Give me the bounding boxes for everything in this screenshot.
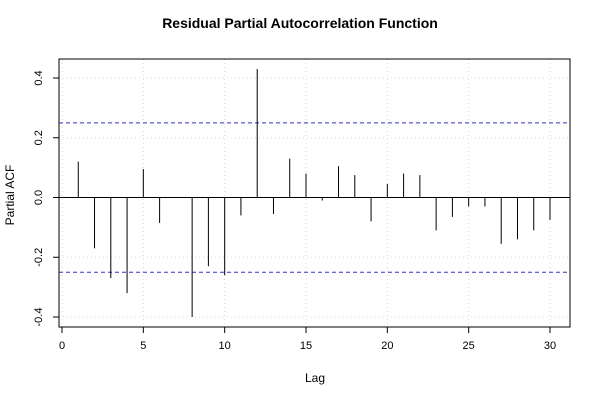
x-tick-label-1: 5: [140, 340, 146, 352]
x-tick-label-2: 10: [219, 340, 231, 352]
y-tick-label-3: 0.2: [33, 130, 45, 145]
y-tick-label-4: 0.4: [33, 70, 45, 85]
y-axis: -0.4 -0.2 0.0 0.2 0.4: [33, 70, 59, 326]
x-tick-label-0: 0: [59, 340, 65, 352]
x-tick-label-3: 15: [300, 340, 312, 352]
pacf-bars: [77, 69, 551, 317]
x-axis-title: Lag: [305, 371, 325, 385]
x-tick-label-6: 30: [544, 340, 556, 352]
chart-title: Residual Partial Autocorrelation Functio…: [162, 15, 438, 31]
y-tick-label-0: -0.4: [33, 308, 45, 327]
y-tick-label-1: -0.2: [33, 248, 45, 267]
y-axis-title: Partial ACF: [3, 165, 17, 226]
confidence-bands: [59, 122, 570, 273]
y-tick-label-2: 0.0: [33, 190, 45, 205]
grid: [59, 59, 570, 327]
x-tick-label-5: 25: [463, 340, 475, 352]
x-axis: 0 5 10 15 20 25 30: [59, 327, 556, 352]
plot-frame: [58, 58, 571, 328]
x-tick-label-4: 20: [381, 340, 393, 352]
